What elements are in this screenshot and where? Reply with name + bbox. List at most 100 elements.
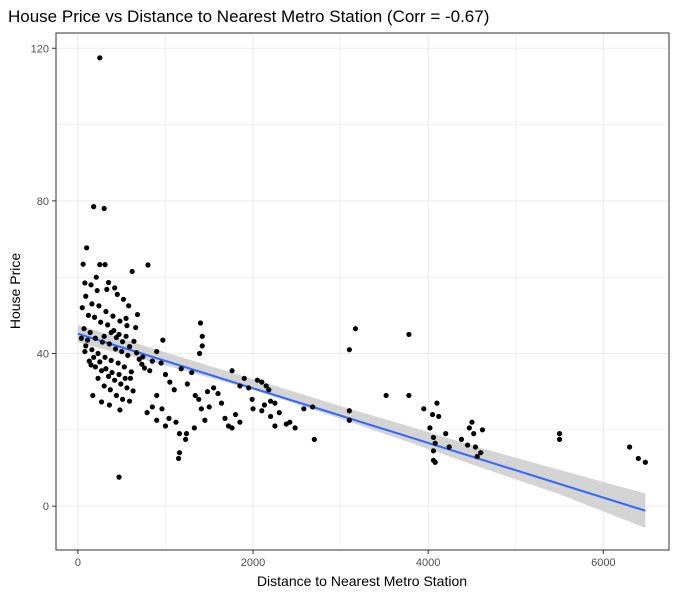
data-point bbox=[191, 425, 197, 431]
data-point bbox=[103, 366, 109, 372]
data-point bbox=[276, 410, 282, 416]
data-point bbox=[427, 425, 433, 431]
data-point bbox=[119, 339, 126, 345]
data-point bbox=[198, 406, 204, 412]
data-point bbox=[85, 312, 92, 318]
data-point bbox=[130, 388, 136, 394]
data-point bbox=[88, 282, 94, 288]
data-point bbox=[167, 379, 173, 385]
data-point bbox=[124, 323, 130, 329]
data-point bbox=[215, 390, 221, 397]
data-point bbox=[383, 392, 389, 399]
data-point bbox=[112, 285, 118, 291]
data-point bbox=[154, 392, 160, 399]
data-point bbox=[254, 377, 261, 383]
data-point bbox=[443, 431, 449, 437]
data-point bbox=[102, 262, 108, 268]
data-point bbox=[94, 287, 100, 294]
data-point bbox=[642, 459, 648, 465]
data-point bbox=[158, 360, 164, 366]
data-point bbox=[267, 398, 274, 404]
data-point bbox=[311, 436, 317, 442]
data-point bbox=[145, 262, 151, 268]
data-point bbox=[199, 333, 205, 339]
y-axis-label: House Price bbox=[7, 253, 23, 329]
data-point bbox=[105, 279, 112, 286]
data-point bbox=[211, 385, 217, 391]
data-point bbox=[103, 308, 109, 315]
chart-title: House Price vs Distance to Nearest Metro… bbox=[8, 7, 489, 26]
data-point bbox=[479, 427, 486, 433]
data-point bbox=[128, 369, 134, 375]
data-point bbox=[133, 324, 139, 331]
data-point bbox=[406, 331, 412, 338]
data-point bbox=[88, 362, 94, 368]
panel-border bbox=[55, 32, 670, 551]
data-point bbox=[117, 318, 123, 324]
data-point bbox=[92, 364, 99, 370]
data-point bbox=[113, 334, 120, 341]
data-point bbox=[91, 354, 97, 360]
data-point bbox=[92, 335, 99, 341]
data-point bbox=[162, 371, 169, 378]
data-point bbox=[79, 305, 85, 311]
data-point bbox=[287, 419, 293, 425]
data-point bbox=[430, 434, 437, 441]
data-point bbox=[134, 311, 141, 318]
data-point bbox=[149, 358, 155, 364]
data-point bbox=[105, 322, 111, 328]
data-point bbox=[97, 359, 103, 365]
data-point bbox=[98, 319, 104, 325]
data-point bbox=[472, 444, 479, 450]
data-point bbox=[83, 343, 89, 349]
data-point bbox=[446, 444, 452, 450]
data-point bbox=[99, 339, 106, 345]
data-point bbox=[129, 268, 135, 275]
data-point bbox=[189, 369, 195, 376]
data-point bbox=[202, 417, 208, 423]
data-point bbox=[107, 387, 113, 393]
confidence-band-layer bbox=[77, 324, 646, 528]
y-tick-label: 80 bbox=[37, 196, 49, 208]
data-point bbox=[124, 385, 130, 391]
x-tick-label: 0 bbox=[75, 557, 81, 569]
data-point bbox=[96, 303, 102, 309]
data-point bbox=[116, 371, 122, 378]
data-point bbox=[259, 379, 265, 385]
data-point bbox=[91, 204, 97, 210]
data-point bbox=[436, 413, 442, 420]
data-point bbox=[406, 392, 412, 399]
data-point bbox=[250, 406, 256, 412]
data-point bbox=[346, 408, 352, 414]
data-point bbox=[237, 419, 243, 425]
data-point bbox=[115, 360, 121, 366]
data-point bbox=[118, 381, 124, 387]
data-point bbox=[98, 399, 105, 405]
data-point bbox=[166, 415, 172, 421]
data-point bbox=[112, 346, 119, 352]
data-point bbox=[108, 357, 114, 363]
data-point bbox=[141, 365, 148, 371]
data-point bbox=[105, 373, 112, 379]
data-point bbox=[89, 301, 95, 307]
data-point bbox=[160, 337, 166, 343]
data-point bbox=[421, 406, 427, 412]
data-point bbox=[162, 423, 169, 429]
data-point bbox=[126, 344, 133, 350]
data-point bbox=[121, 364, 127, 370]
x-tick-label: 2000 bbox=[241, 557, 265, 569]
data-point bbox=[139, 361, 145, 367]
data-point bbox=[292, 425, 298, 431]
data-point bbox=[218, 400, 225, 406]
data-point bbox=[90, 392, 96, 399]
data-point bbox=[127, 375, 134, 381]
points-layer bbox=[78, 55, 648, 480]
data-point bbox=[432, 459, 438, 465]
data-point bbox=[229, 368, 235, 374]
y-tick-label: 0 bbox=[43, 501, 49, 513]
data-point bbox=[178, 366, 184, 372]
data-point bbox=[154, 417, 160, 423]
